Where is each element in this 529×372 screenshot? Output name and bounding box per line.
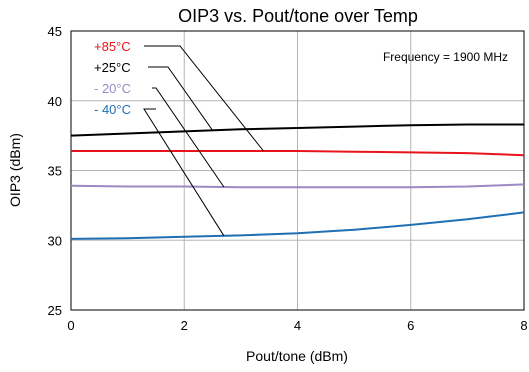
- y-axis-ticks: 25 30 35 40 45: [48, 24, 62, 318]
- legend: +85°C +25°C - 20°C - 40°C: [94, 39, 264, 237]
- y-tick-label: 25: [48, 303, 62, 318]
- x-tick-label: 8: [520, 318, 527, 333]
- x-tick-label: 4: [294, 318, 301, 333]
- legend-leader-0: [144, 45, 264, 152]
- x-tick-label: 6: [407, 318, 414, 333]
- legend-leader-1: [148, 66, 214, 131]
- series-line-2: [70, 183, 525, 189]
- x-tick-label: 0: [67, 318, 74, 333]
- x-axis-ticks: 0 2 4 6 8: [67, 318, 527, 333]
- y-tick-label: 40: [48, 94, 62, 109]
- legend-label-3: - 40°C: [94, 102, 131, 117]
- series-layer: [70, 123, 525, 240]
- series-line-0: [71, 150, 525, 157]
- y-tick-label: 35: [48, 164, 62, 179]
- plot-frame: [70, 30, 525, 311]
- frequency-annotation: Frequency = 1900 MHz: [383, 50, 508, 64]
- grid: [70, 30, 525, 311]
- legend-leader-3: [143, 108, 225, 237]
- legend-leader-2: [152, 87, 225, 188]
- legend-label-1: +25°C: [94, 60, 131, 75]
- series-line-3: [70, 211, 525, 240]
- y-axis-title: OIP3 (dBm): [7, 133, 23, 207]
- y-tick-label: 30: [48, 233, 62, 248]
- y-tick-label: 45: [48, 24, 62, 39]
- legend-label-0: +85°C: [94, 39, 131, 54]
- series-line-1: [70, 123, 524, 137]
- chart-title: OIP3 vs. Pout/tone over Temp: [178, 6, 418, 26]
- legend-label-2: - 20°C: [94, 81, 131, 96]
- x-axis-title: Pout/tone (dBm): [246, 348, 348, 364]
- x-tick-label: 2: [181, 318, 188, 333]
